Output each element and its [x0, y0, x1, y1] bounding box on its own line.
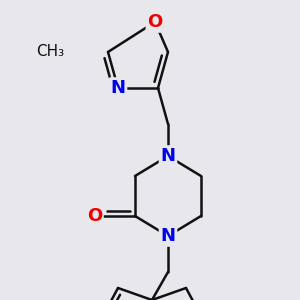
Text: CH₃: CH₃ [36, 44, 64, 59]
Text: N: N [160, 227, 175, 245]
Text: O: O [147, 13, 163, 31]
Text: N: N [110, 79, 125, 97]
Text: N: N [160, 147, 175, 165]
Text: O: O [87, 207, 102, 225]
